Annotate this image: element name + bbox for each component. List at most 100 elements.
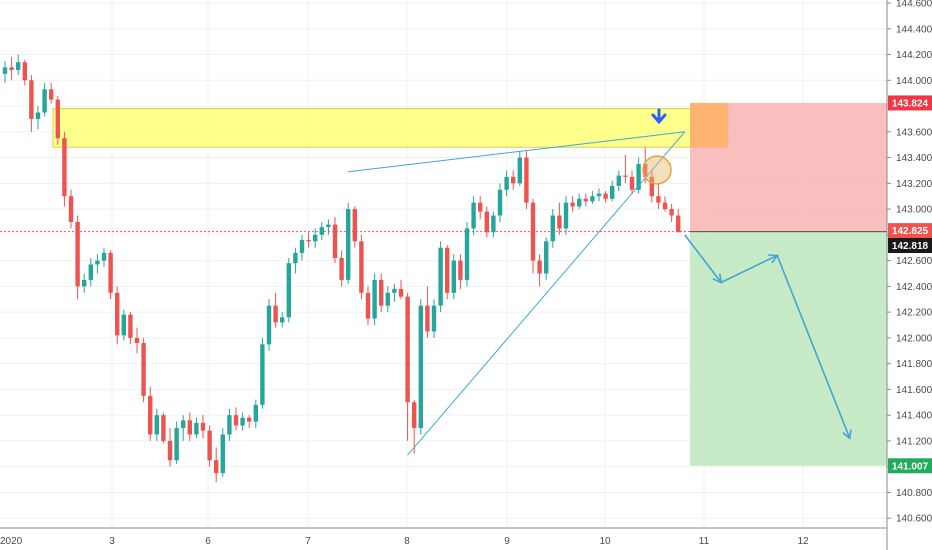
candle-up (121, 314, 126, 336)
x-tick-label: 7 (305, 536, 311, 547)
candle-up (550, 215, 555, 242)
target-level-label: 141.007 (892, 461, 929, 472)
candle-down (233, 415, 239, 426)
candle-down (656, 196, 661, 203)
candle-down (379, 279, 384, 306)
candle-up (286, 263, 291, 318)
candle-up (372, 279, 377, 319)
y-tick-label: 142.000 (896, 333, 932, 344)
projection-arrowhead (768, 254, 779, 264)
y-tick-label: 144.400 (896, 24, 932, 35)
y-tick-label: 141.200 (896, 436, 932, 447)
annotations (348, 108, 852, 456)
candle-down (359, 241, 364, 293)
candle-up (253, 404, 258, 422)
candle-down (398, 288, 404, 297)
last-price-badge (888, 238, 932, 254)
lower-wedge-line (407, 131, 686, 456)
zone-overlap (690, 102, 728, 148)
candle-up (346, 209, 351, 280)
candle-down (332, 224, 338, 259)
zones (0, 102, 887, 466)
last-price-label: 142.818 (892, 241, 929, 252)
candle-down (273, 305, 278, 323)
candle-down (352, 209, 357, 242)
candle-up (544, 241, 549, 274)
candle-up (418, 305, 423, 429)
highlight-circle (642, 155, 672, 185)
candle-down (425, 305, 430, 332)
candle-up (227, 415, 232, 435)
candle-up (504, 176, 509, 190)
candle-down (29, 80, 34, 119)
candle-down (22, 62, 27, 81)
candles (2, 54, 681, 483)
x-tick-label: 10 (599, 536, 611, 547)
candle-down (643, 164, 648, 177)
candle-up (319, 227, 324, 235)
candle-down (148, 395, 153, 435)
candle-up (517, 157, 522, 184)
x-tick-label: 12 (797, 536, 809, 547)
candle-up (194, 422, 199, 435)
candle-up (299, 239, 305, 253)
candle-down (570, 202, 575, 207)
candle-down (141, 343, 146, 396)
x-tick-label: 2020 (0, 536, 23, 547)
candle-up (590, 196, 595, 202)
y-tick-label: 144.200 (896, 50, 932, 61)
candle-up (2, 67, 8, 74)
supply-zone (52, 108, 729, 148)
candle-up (616, 175, 621, 186)
candle-down (207, 430, 212, 461)
y-tick-label: 143.200 (896, 179, 932, 190)
candle-up (610, 185, 615, 199)
x-tick-label: 11 (699, 536, 710, 547)
candle-down (537, 260, 542, 274)
candle-down (662, 202, 668, 210)
candle-up (260, 344, 265, 405)
candle-down (200, 422, 206, 431)
candle-up (596, 193, 602, 197)
candle-down (128, 314, 133, 338)
candle-down (167, 440, 173, 461)
candle-down (484, 211, 489, 233)
candle-up (35, 112, 41, 119)
candle-up (174, 428, 179, 461)
candle-down (62, 138, 67, 197)
candle-up (88, 264, 93, 280)
y-tick-label: 140.600 (896, 514, 932, 525)
projection-arrowhead (712, 273, 723, 284)
down-arrow-marker (651, 108, 667, 125)
candle-down (524, 157, 529, 203)
candle-down (161, 415, 166, 441)
candle-up (431, 305, 437, 332)
candle-up (280, 317, 285, 323)
y-tick-label: 144.600 (896, 0, 932, 10)
candle-down (187, 420, 192, 435)
candle-down (405, 296, 410, 403)
projection-arrowhead (842, 429, 852, 440)
candle-up (293, 252, 298, 264)
candle-up (563, 202, 569, 229)
candle-up (326, 224, 331, 228)
candle-up (577, 198, 582, 207)
candle-up (266, 305, 272, 345)
x-tick-label: 9 (504, 536, 510, 547)
candle-down (511, 176, 516, 184)
candle-up (16, 62, 21, 70)
y-tick-label: 141.600 (896, 385, 932, 396)
entry-level-badge (888, 223, 932, 239)
stop-level-label: 143.824 (892, 98, 929, 109)
candle-down (75, 221, 80, 287)
candle-down (365, 292, 371, 319)
candle-up (385, 292, 390, 306)
candle-down (458, 260, 463, 280)
candle-down (68, 196, 74, 222)
candle-up (154, 415, 159, 435)
x-tick-label: 8 (404, 536, 410, 547)
y-tick-label: 144.000 (896, 76, 932, 87)
candle-down (583, 198, 588, 202)
candle-up (438, 247, 443, 306)
